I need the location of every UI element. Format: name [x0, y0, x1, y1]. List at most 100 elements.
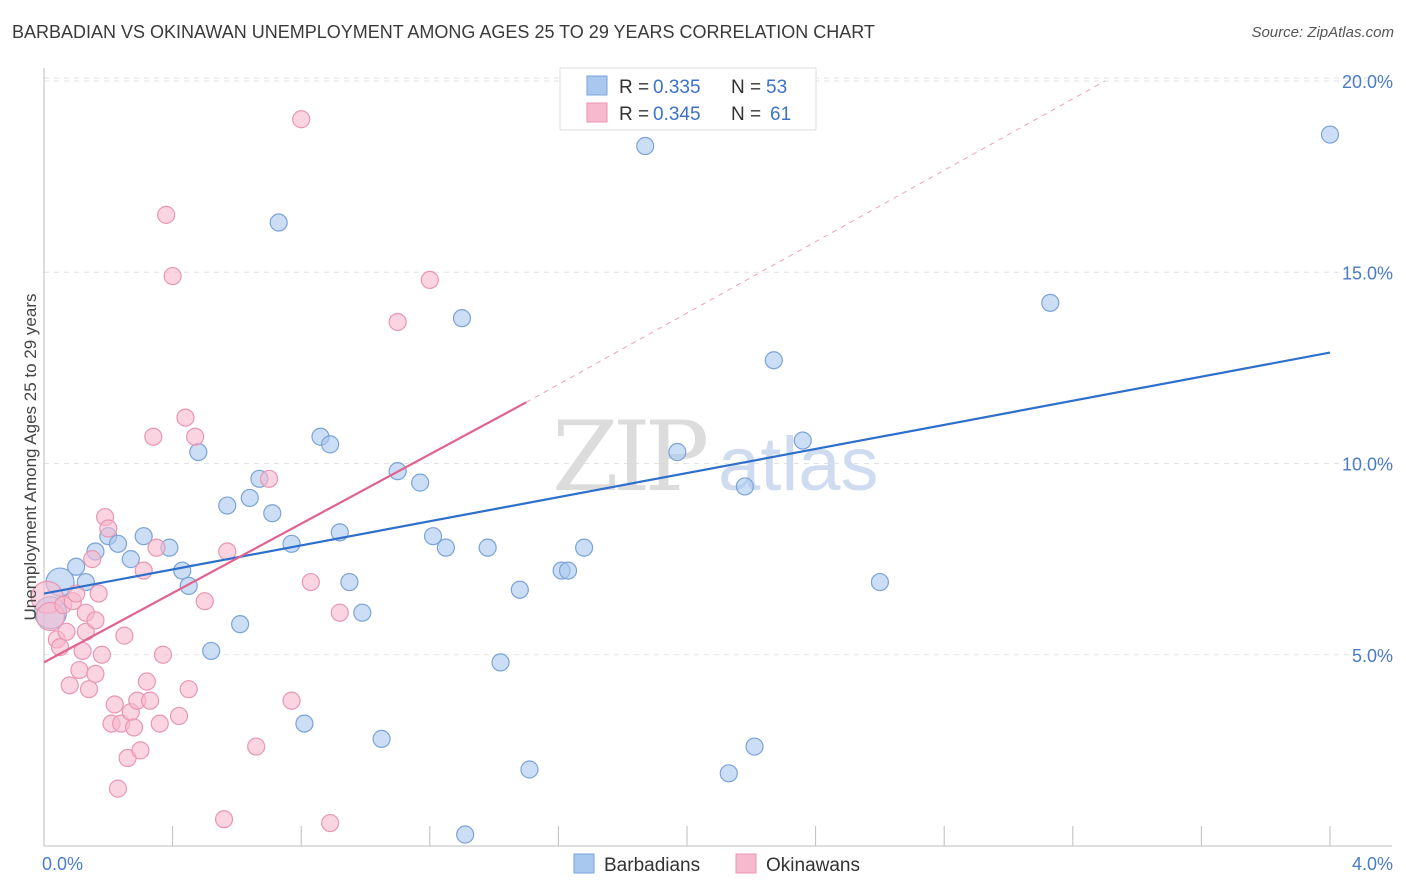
legend: R = 0.335 N = 53 R = 0.345 N = 61: [559, 67, 817, 131]
legend-n-value: 61: [770, 104, 791, 125]
tick-labels: 5.0% 10.0% 15.0% 20.0% 0.0% 4.0%: [42, 72, 1393, 874]
barbadians-point: [520, 760, 539, 779]
okinawans-point: [169, 706, 189, 726]
barbadians-point: [189, 442, 208, 462]
okinawans-point: [79, 680, 99, 699]
barbadians-point: [491, 653, 510, 672]
okinawans-point: [57, 622, 76, 641]
legend-n-value: 53: [766, 77, 787, 98]
okinawans-point: [70, 660, 89, 680]
barbadians-point: [173, 561, 192, 580]
barbadians-point: [870, 572, 890, 592]
okinawans-point: [153, 645, 173, 664]
legend-r-label: R =: [619, 104, 649, 125]
barbadians-point: [719, 764, 738, 783]
axes: [43, 68, 1392, 847]
barbadians-point: [218, 496, 237, 515]
barbadians-point: [456, 825, 475, 844]
okinawans-point: [420, 270, 439, 289]
barbadians-point: [1041, 293, 1060, 312]
barbadians-point: [340, 572, 359, 592]
okinawans-point: [131, 741, 150, 760]
okinawans-point: [137, 672, 156, 691]
okinawans-trend-extension: [526, 80, 1106, 403]
legend-r-value: 0.345: [653, 104, 701, 125]
barbadians-point: [231, 615, 250, 634]
okinawans-point: [195, 592, 214, 611]
barbadians-point: [269, 213, 288, 232]
barbadians-point: [353, 603, 372, 622]
barbadians-point: [321, 435, 340, 454]
okinawans-point: [124, 718, 144, 737]
barbadians-point: [411, 473, 430, 492]
grid-lines: [44, 77, 1392, 656]
barbadians-point: [282, 534, 301, 553]
okinawans-point: [115, 626, 134, 645]
barbadians-point: [1320, 125, 1340, 144]
okinawans-point: [388, 312, 407, 332]
okinawans-point: [140, 691, 160, 710]
okinawans-point: [147, 538, 166, 557]
okinawans-point: [89, 584, 108, 603]
barbadians-point: [636, 136, 655, 156]
okinawans-point: [282, 691, 301, 710]
barbadians-point: [478, 538, 497, 557]
okinawans-point: [83, 550, 102, 569]
barbadians-point: [263, 504, 282, 523]
y-tick-label: 5.0%: [1352, 646, 1393, 666]
bottom-legend: Barbadians Okinawans: [573, 853, 860, 876]
okinawans-point: [214, 810, 234, 829]
barbadians-trend-line: [43, 351, 1331, 595]
okinawans-point: [86, 664, 105, 683]
okinawans-point: [179, 680, 198, 699]
okinawans-point: [321, 813, 340, 833]
y-axis-label: Unemployment Among Ages 25 to 29 years: [21, 294, 40, 621]
legend-swatch-okinawans: [586, 102, 608, 123]
barbadians-point: [575, 538, 594, 557]
okinawans-point: [86, 611, 105, 630]
okinawans-point: [144, 427, 163, 446]
barbadians-point: [558, 561, 578, 580]
data-points: [30, 110, 1340, 844]
legend-n-label: N =: [731, 104, 761, 125]
barbadians-point: [745, 737, 764, 756]
watermark: ZIP atlas: [552, 401, 879, 513]
barbadians-point: [202, 641, 221, 661]
x-tick-label: 0.0%: [42, 854, 83, 874]
okinawans-point: [105, 695, 124, 714]
source-label: Source: ZipAtlas.com: [1251, 24, 1394, 41]
barbadians-point: [240, 488, 259, 508]
legend-n-label: N =: [731, 77, 761, 98]
okinawans-point: [150, 714, 169, 733]
okinawans-point: [163, 266, 182, 286]
okinawans-trend-line: [43, 401, 527, 664]
barbadians-point: [668, 442, 687, 462]
y-tick-label: 20.0%: [1342, 72, 1393, 92]
legend-r-value: 0.335: [653, 77, 701, 98]
okinawans-point: [330, 603, 349, 622]
bottom-legend-label-barbadians: Barbadians: [604, 855, 700, 876]
barbadians-point: [295, 714, 314, 733]
barbadians-point: [67, 557, 86, 576]
y-tick-label: 15.0%: [1342, 263, 1393, 283]
barbadians-point: [121, 550, 140, 569]
barbadians-point: [510, 580, 529, 599]
okinawans-point: [292, 110, 311, 129]
y-tick-label: 10.0%: [1342, 455, 1393, 475]
legend-r-label: R =: [619, 77, 649, 98]
okinawans-point: [108, 779, 128, 798]
okinawans-point: [247, 737, 266, 756]
okinawans-point: [259, 469, 279, 488]
bottom-legend-swatch-okinawans: [735, 853, 757, 874]
x-tick-label: 4.0%: [1352, 854, 1393, 874]
okinawans-point: [176, 408, 195, 427]
okinawans-point: [186, 427, 205, 446]
barbadians-point: [764, 351, 783, 370]
barbadians-point: [423, 527, 443, 546]
legend-swatch-barbadians: [586, 75, 608, 96]
barbadians-point: [372, 729, 391, 749]
barbadians-point: [108, 534, 128, 553]
bottom-legend-swatch-barbadians: [573, 853, 595, 874]
okinawans-point: [92, 645, 111, 664]
